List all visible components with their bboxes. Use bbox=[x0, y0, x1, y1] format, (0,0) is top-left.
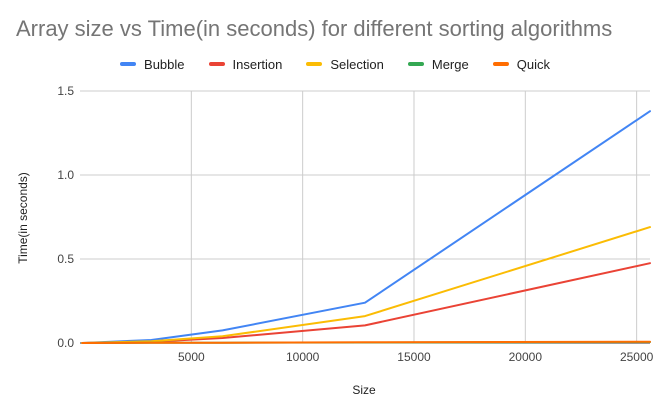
y-tick-label: 0.5 bbox=[57, 252, 74, 266]
y-tick-label: 1.0 bbox=[57, 168, 74, 182]
x-tick-label: 10000 bbox=[286, 350, 320, 364]
legend-label-insertion: Insertion bbox=[232, 56, 283, 72]
legend-swatch-insertion bbox=[208, 62, 225, 66]
legend-label-selection: Selection bbox=[330, 56, 384, 72]
legend-label-merge: Merge bbox=[431, 56, 469, 72]
y-tick-label: 1.5 bbox=[57, 84, 74, 98]
legend-item-bubble: Bubble bbox=[120, 56, 185, 72]
series-line-quick bbox=[81, 340, 651, 344]
axis-layer: 0.0 0.5 1.0 1.5 5000 10000 15000 20000 25000 bbox=[57, 84, 653, 364]
legend-item-merge: Merge bbox=[407, 56, 469, 72]
x-axis-title: Size bbox=[352, 383, 376, 397]
series-layer bbox=[81, 110, 651, 344]
legend-item-insertion: Insertion bbox=[208, 56, 283, 72]
x-tick-label: 15000 bbox=[397, 350, 431, 364]
legend-label-quick: Quick bbox=[516, 56, 550, 72]
legend-swatch-quick bbox=[492, 62, 509, 66]
series-line-bubble bbox=[81, 110, 651, 344]
x-tick-label: 25000 bbox=[620, 350, 654, 364]
legend-item-quick: Quick bbox=[492, 56, 550, 72]
legend-swatch-selection bbox=[306, 62, 323, 66]
legend-item-selection: Selection bbox=[306, 56, 384, 72]
legend-swatch-merge bbox=[407, 62, 424, 66]
chart-title: Array size vs Time(in seconds) for diffe… bbox=[16, 16, 613, 41]
x-tick-label: 20000 bbox=[509, 350, 543, 364]
y-tick-label: 0.0 bbox=[57, 336, 74, 350]
grid-layer bbox=[80, 90, 650, 343]
legend-swatch-bubble bbox=[120, 62, 137, 66]
legend: Bubble Insertion Selection Merge Quick bbox=[0, 55, 670, 73]
legend-label-bubble: Bubble bbox=[144, 56, 185, 72]
x-tick-label: 5000 bbox=[178, 350, 205, 364]
y-axis-title: Time(in seconds) bbox=[16, 172, 30, 264]
